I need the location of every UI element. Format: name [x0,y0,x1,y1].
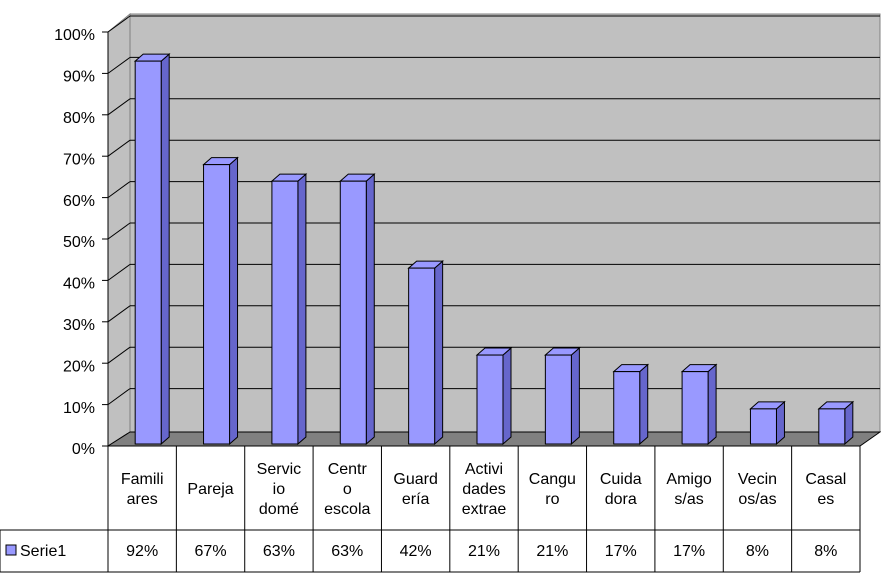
data-label: 63% [331,543,363,560]
x-tick-label: Vecin [738,471,777,488]
bar-side [160,53,170,446]
y-tick-label: 10% [63,400,95,417]
grid-line [107,181,131,199]
data-table: Serie1 Famili ares 92% Pareja 67% Servic io domé… [0,446,861,573]
legend-swatch [5,544,17,556]
data-label: 67% [195,543,227,560]
x-tick-label: extrae [462,501,507,518]
bar [134,60,162,445]
x-tick-label: ares [127,491,158,508]
grid [107,15,880,406]
x-tick-label: Casal [805,471,846,488]
bar [681,371,709,445]
y-tick-label: 70% [63,151,95,168]
grid-line [107,305,131,323]
data-label: 17% [605,543,637,560]
grid-line [107,98,131,116]
y-tick-label: 30% [63,317,95,334]
bar [203,164,231,445]
side-wall [107,12,131,447]
y-tick-label: 50% [63,234,95,251]
legend-label: Serie1 [20,543,66,560]
x-tick-label: Cuida [600,471,642,488]
y-tick-label: 40% [63,276,95,293]
x-tick-label: io [273,481,286,498]
x-tick-label: ro [545,491,559,508]
x-tick-label: domé [259,501,299,518]
y-tick-label: 100% [54,27,95,44]
grid-line [107,346,131,364]
data-label: 8% [814,543,837,560]
x-tick-label: es [817,491,834,508]
y-tick-label: 80% [63,110,95,127]
bar [818,408,846,445]
x-tick-label: escola [324,501,370,518]
data-label: 8% [746,543,769,560]
bar [476,354,504,445]
y-tick-label: 20% [63,358,95,375]
bar [408,267,436,445]
x-tick-label: os/as [738,491,776,508]
bar-side [229,156,239,446]
grid-line [107,388,131,406]
bar [339,180,367,445]
x-tick-label: Servic [257,461,301,478]
bar [271,180,299,445]
bar-side [297,173,307,446]
x-tick-label: s/as [674,491,703,508]
grid-line [107,56,131,74]
bar-side [570,346,580,446]
bar [544,354,572,445]
x-tick-label: o [343,481,352,498]
y-tick-label: 90% [63,69,95,86]
bar [749,408,777,445]
grid-line [107,139,131,157]
grid-line [107,15,131,33]
grid-line [107,222,131,240]
bar [613,371,641,445]
data-label: 92% [126,543,158,560]
data-label: 21% [468,543,500,560]
bars [133,53,855,446]
data-label: 21% [536,543,568,560]
x-tick-label: Famili [121,471,164,488]
data-label: 42% [400,543,432,560]
x-tick-label: dades [462,481,506,498]
x-tick-label: dora [605,491,637,508]
x-tick-label: Amigo [666,471,711,488]
x-tick-label: Cangu [529,471,576,488]
x-tick-label: Guard [393,471,437,488]
grid-line [107,263,131,281]
data-label: 17% [673,543,705,560]
x-tick-label: Centr [328,461,368,478]
bar-side [502,346,512,446]
bar-side [434,260,444,446]
bar-side [639,363,649,446]
y-tick-label: 60% [63,193,95,210]
x-tick-label: Activi [465,461,503,478]
y-tick-label: 0% [72,441,95,458]
bar-side [707,363,717,446]
x-tick-label: ería [402,491,430,508]
x-tick-label: Pareja [187,481,233,498]
bar-side [365,173,375,446]
data-label: 63% [263,543,295,560]
